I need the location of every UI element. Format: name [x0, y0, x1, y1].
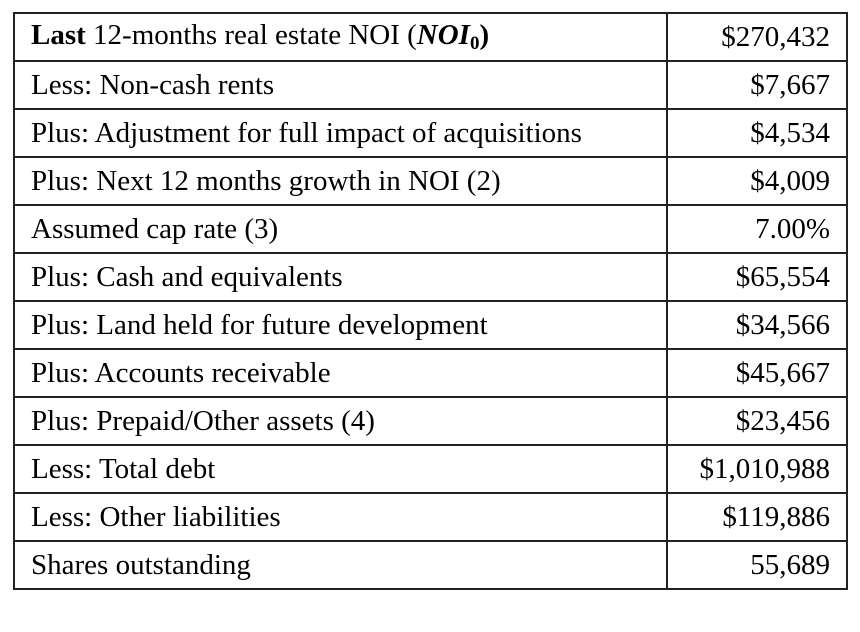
row-label: Plus: Next 12 months growth in NOI (2) [13, 156, 668, 206]
row-label: Last 12-months real estate NOI (NOI0) [13, 12, 668, 62]
noi-symbol-text: NOI [416, 19, 470, 51]
row-value: $65,554 [666, 252, 848, 302]
table-row: Shares outstanding 55,689 [13, 540, 848, 590]
row-label: Assumed cap rate (3) [13, 204, 668, 254]
row-value: $4,534 [666, 108, 848, 158]
table-row: Less: Other liabilities $119,886 [13, 492, 848, 542]
row-label: Shares outstanding [13, 540, 668, 590]
row-value: $1,010,988 [666, 444, 848, 494]
table-row: Plus: Land held for future development $… [13, 300, 848, 350]
row-label: Less: Non-cash rents [13, 60, 668, 110]
row-label: Less: Total debt [13, 444, 668, 494]
row-value: 7.00% [666, 204, 848, 254]
noi-symbol: NOI0 [416, 19, 480, 54]
row-label: Plus: Land held for future development [13, 300, 668, 350]
table-row: Plus: Next 12 months growth in NOI (2) $… [13, 156, 848, 206]
row-value: $4,009 [666, 156, 848, 206]
row-label: Less: Other liabilities [13, 492, 668, 542]
table-row: Plus: Cash and equivalents $65,554 [13, 252, 848, 302]
row-value: $23,456 [666, 396, 848, 446]
row-label: Plus: Cash and equivalents [13, 252, 668, 302]
row-value: $119,886 [666, 492, 848, 542]
row-label: Plus: Accounts receivable [13, 348, 668, 398]
row-label: Plus: Prepaid/Other assets (4) [13, 396, 668, 446]
label-text: 12-months real estate NOI ( [85, 19, 417, 51]
label-close-paren: ) [479, 19, 490, 51]
row-value: $270,432 [666, 12, 848, 62]
noi-valuation-table: Last 12-months real estate NOI (NOI0) $2… [13, 12, 848, 590]
row-label: Plus: Adjustment for full impact of acqu… [13, 108, 668, 158]
row-value: $34,566 [666, 300, 848, 350]
row-value: $7,667 [666, 60, 848, 110]
table-row: Plus: Adjustment for full impact of acqu… [13, 108, 848, 158]
table-row: Assumed cap rate (3) 7.00% [13, 204, 848, 254]
table-row: Plus: Accounts receivable $45,667 [13, 348, 848, 398]
table-row: Less: Total debt $1,010,988 [13, 444, 848, 494]
row-value: 55,689 [666, 540, 848, 590]
table-row: Plus: Prepaid/Other assets (4) $23,456 [13, 396, 848, 446]
noi-subscript: 0 [469, 33, 480, 54]
row-value: $45,667 [666, 348, 848, 398]
label-bold-prefix: Last [31, 19, 86, 51]
table-row: Less: Non-cash rents $7,667 [13, 60, 848, 110]
table-row-last-12-months-noi: Last 12-months real estate NOI (NOI0) $2… [13, 12, 848, 62]
